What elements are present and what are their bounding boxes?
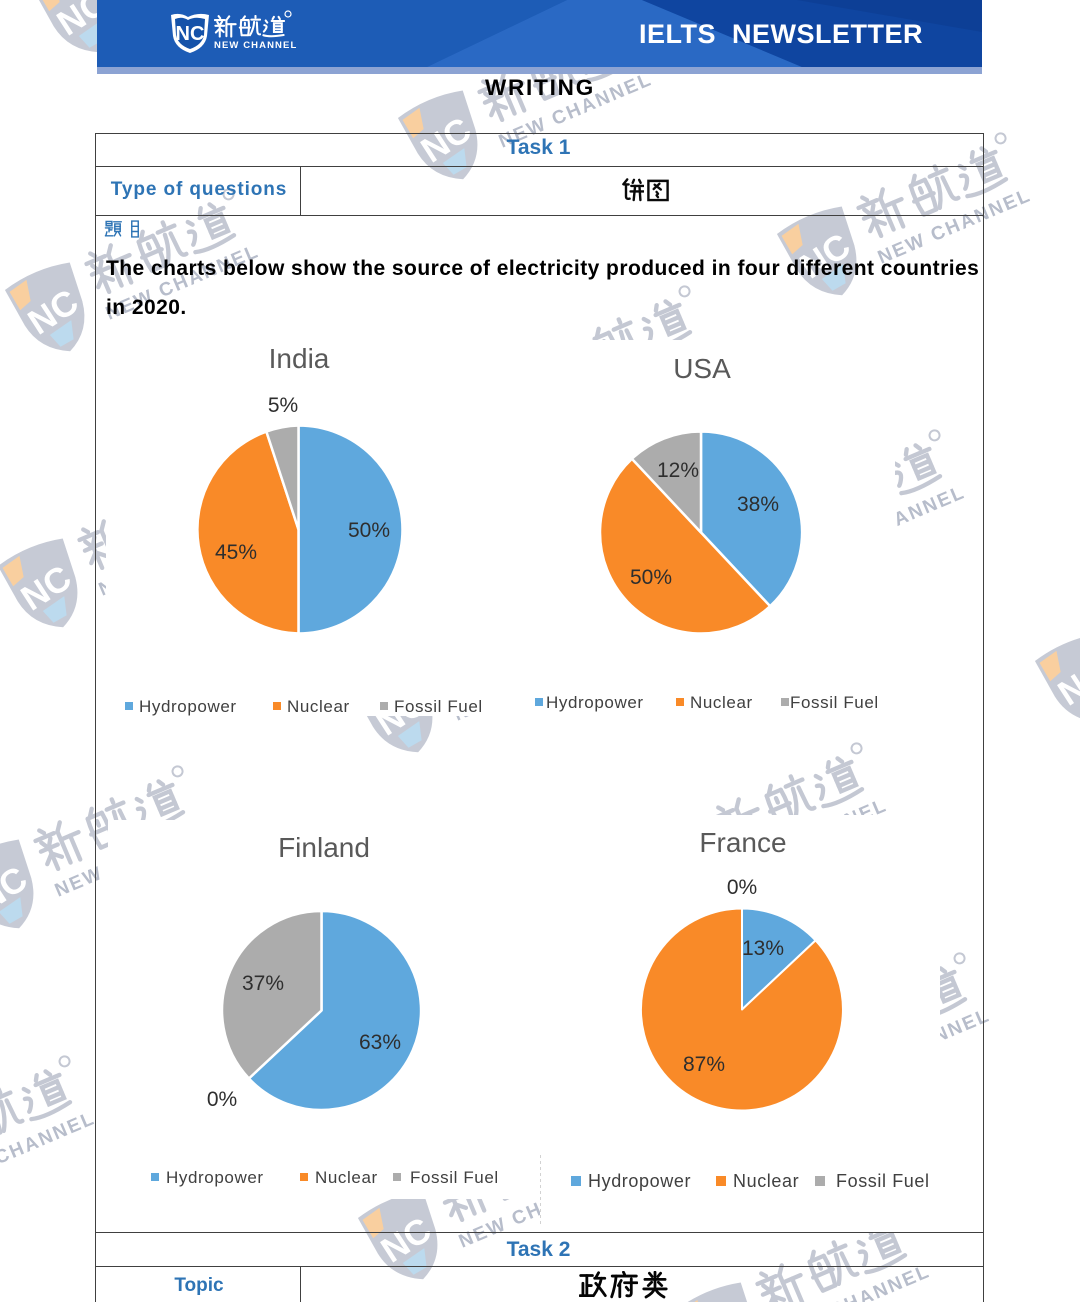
svg-text:IELTS NEWSLETTER: IELTS NEWSLETTER (639, 19, 923, 49)
svg-text:NEW CHANNEL: NEW CHANNEL (214, 40, 297, 51)
svg-text:NC: NC (176, 23, 205, 45)
